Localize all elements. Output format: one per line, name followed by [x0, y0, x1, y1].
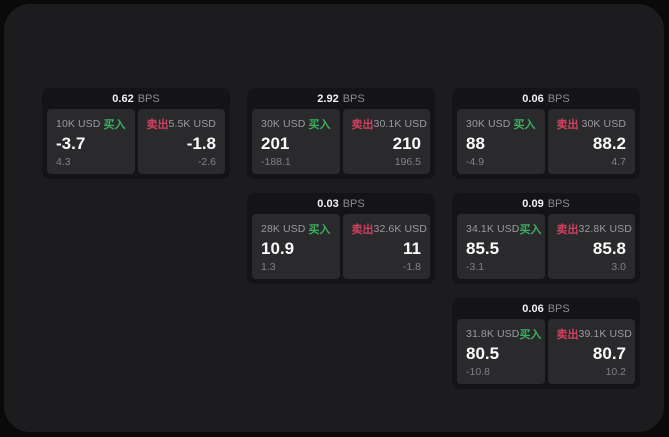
card-header: 0.62 BPS [47, 88, 225, 109]
sell-sub-value: -2.6 [197, 156, 216, 168]
sell-panel[interactable]: 卖出 30.1K USD 210 196.5 [342, 109, 430, 174]
buy-label: 买入 [513, 119, 536, 131]
buy-sub-value: -188.1 [261, 156, 291, 168]
sell-price: 11 [403, 239, 421, 258]
buy-panel[interactable]: 31.8K USD 买入 80.5 -10.8 [457, 319, 545, 384]
quote-card: 0.06 BPS 30K USD 买入 88 -4.9 卖出 30K USD [452, 88, 640, 179]
sell-amount: 30.1K USD [373, 118, 427, 130]
buy-price: 88 [466, 134, 485, 153]
buy-price: 10.9 [261, 239, 295, 258]
bps-unit-label: BPS [137, 92, 160, 105]
buy-sub-value: 1.3 [261, 261, 276, 273]
card-header: 2.92 BPS [252, 88, 430, 109]
buy-amount: 10K USD [56, 118, 101, 130]
buy-amount: 28K USD [261, 223, 306, 235]
bps-value: 0.09 [522, 197, 544, 210]
bps-unit-label: BPS [342, 92, 365, 105]
card-panels: 31.8K USD 买入 80.5 -10.8 卖出 39.1K USD 80.… [457, 319, 635, 384]
card-header: 0.06 BPS [457, 88, 635, 109]
buy-price: 80.5 [466, 344, 500, 363]
sell-panel[interactable]: 卖出 32.8K USD 85.8 3.0 [547, 214, 635, 279]
quote-card: 0.03 BPS 28K USD 买入 10.9 1.3 卖出 32.6K US… [247, 193, 435, 284]
card-panels: 34.1K USD 买入 85.5 -3.1 卖出 32.8K USD 85.8… [457, 214, 635, 279]
sell-label: 卖出 [556, 119, 579, 131]
buy-amount: 31.8K USD [466, 328, 520, 340]
buy-label: 买入 [519, 329, 542, 341]
card-panels: 30K USD 买入 201 -188.1 卖出 30.1K USD 210 1… [252, 109, 430, 174]
sell-sub-value: 196.5 [394, 156, 421, 168]
buy-panel[interactable]: 28K USD 买入 10.9 1.3 [252, 214, 340, 279]
sell-sub-value: 3.0 [611, 261, 626, 273]
sell-price: 88.2 [592, 134, 626, 153]
app-background-panel: 0.62 BPS 10K USD 买入 -3.7 4.3 卖出 5.5K USD [4, 4, 664, 432]
bps-value: 0.62 [112, 92, 134, 105]
sell-amount: 32.6K USD [373, 223, 427, 235]
sell-price: 85.8 [592, 239, 626, 258]
sell-label: 卖出 [556, 329, 579, 341]
buy-amount: 30K USD [261, 118, 306, 130]
buy-label: 买入 [103, 119, 126, 131]
sell-amount: 32.8K USD [578, 223, 632, 235]
sell-label: 卖出 [146, 119, 169, 131]
buy-amount: 34.1K USD [466, 223, 520, 235]
bps-unit-label: BPS [547, 197, 570, 210]
quote-card: 2.92 BPS 30K USD 买入 201 -188.1 卖出 30.1K … [247, 88, 435, 179]
buy-sub-value: 4.3 [56, 156, 71, 168]
sell-amount: 39.1K USD [578, 328, 632, 340]
sell-panel[interactable]: 卖出 30K USD 88.2 4.7 [547, 109, 635, 174]
buy-label: 买入 [308, 119, 331, 131]
sell-label: 卖出 [351, 119, 374, 131]
buy-label: 买入 [519, 224, 542, 236]
sell-price: 210 [392, 134, 421, 153]
buy-sub-value: -10.8 [466, 366, 490, 378]
buy-panel[interactable]: 10K USD 买入 -3.7 4.3 [47, 109, 135, 174]
sell-panel[interactable]: 卖出 39.1K USD 80.7 10.2 [547, 319, 635, 384]
quote-card: 0.06 BPS 31.8K USD 买入 80.5 -10.8 卖出 39.1… [452, 298, 640, 389]
buy-panel[interactable]: 30K USD 买入 201 -188.1 [252, 109, 340, 174]
buy-panel[interactable]: 34.1K USD 买入 85.5 -3.1 [457, 214, 545, 279]
card-panels: 28K USD 买入 10.9 1.3 卖出 32.6K USD 11 -1.8 [252, 214, 430, 279]
card-panels: 10K USD 买入 -3.7 4.3 卖出 5.5K USD -1.8 -2.… [47, 109, 225, 174]
sell-sub-value: -1.8 [402, 261, 421, 273]
sell-sub-value: 4.7 [611, 156, 626, 168]
card-header: 0.09 BPS [457, 193, 635, 214]
sell-label: 卖出 [556, 224, 579, 236]
bps-value: 0.06 [522, 302, 544, 315]
buy-amount: 30K USD [466, 118, 511, 130]
sell-panel[interactable]: 卖出 5.5K USD -1.8 -2.6 [137, 109, 225, 174]
buy-panel[interactable]: 30K USD 买入 88 -4.9 [457, 109, 545, 174]
sell-price: -1.8 [186, 134, 216, 153]
sell-amount: 30K USD [581, 118, 626, 130]
buy-sub-value: -3.1 [466, 261, 485, 273]
bps-value: 0.06 [522, 92, 544, 105]
bps-unit-label: BPS [547, 92, 570, 105]
buy-price: 201 [261, 134, 290, 153]
quote-card: 0.62 BPS 10K USD 买入 -3.7 4.3 卖出 5.5K USD [42, 88, 230, 179]
sell-label: 卖出 [351, 224, 374, 236]
card-header: 0.06 BPS [457, 298, 635, 319]
quote-card: 0.09 BPS 34.1K USD 买入 85.5 -3.1 卖出 32.8K… [452, 193, 640, 284]
sell-panel[interactable]: 卖出 32.6K USD 11 -1.8 [342, 214, 430, 279]
sell-amount: 5.5K USD [168, 118, 216, 130]
sell-sub-value: 10.2 [605, 366, 626, 378]
buy-sub-value: -4.9 [466, 156, 485, 168]
buy-price: -3.7 [56, 134, 86, 153]
bps-value: 0.03 [317, 197, 339, 210]
quote-cards-grid: 0.62 BPS 10K USD 买入 -3.7 4.3 卖出 5.5K USD [42, 88, 640, 389]
buy-label: 买入 [308, 224, 331, 236]
bps-value: 2.92 [317, 92, 339, 105]
buy-price: 85.5 [466, 239, 500, 258]
sell-price: 80.7 [592, 344, 626, 363]
card-panels: 30K USD 买入 88 -4.9 卖出 30K USD 88.2 4.7 [457, 109, 635, 174]
card-header: 0.03 BPS [252, 193, 430, 214]
bps-unit-label: BPS [342, 197, 365, 210]
bps-unit-label: BPS [547, 302, 570, 315]
